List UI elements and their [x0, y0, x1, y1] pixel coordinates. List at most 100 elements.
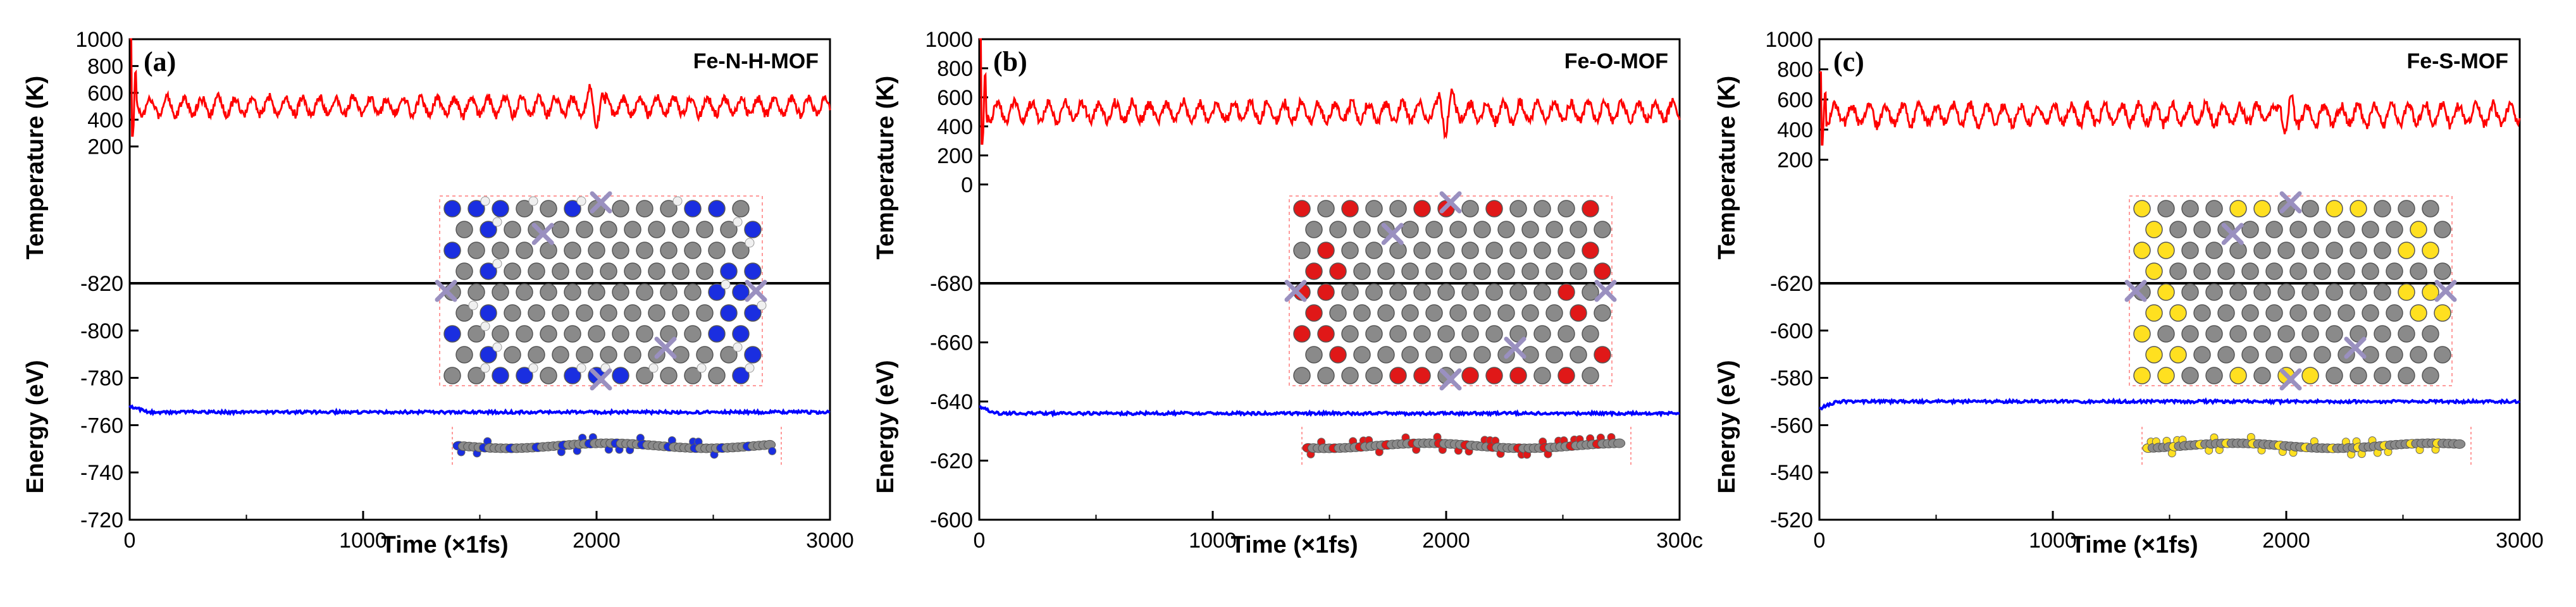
atom-nitrogen [480, 221, 497, 238]
energy-tick-label: -560 [1770, 414, 1813, 438]
atom-carbon [2301, 200, 2319, 218]
x-axis-label: Time (×1fs) [381, 532, 509, 558]
atom-carbon [2253, 283, 2271, 301]
atom-carbon [1413, 242, 1431, 259]
atom-carbon [1557, 325, 1575, 343]
atom-carbon [2265, 304, 2283, 322]
temperature-series [1819, 71, 2521, 146]
atom-nitrogen [612, 367, 629, 384]
atom-carbon [2265, 221, 2283, 238]
atom-carbon [1353, 346, 1371, 364]
atom-nitrogen [443, 242, 461, 259]
energy-tick-label: -640 [930, 390, 973, 414]
atom-carbon [2301, 325, 2319, 343]
atom-carbon [2289, 221, 2307, 238]
atom-carbon [1570, 346, 1587, 364]
atom-carbon [492, 283, 509, 301]
temp-tick-label: 600 [1777, 88, 1813, 112]
panel-c: 1000 800 600 400 200 -620 -600 -580 -560 -540 -520… [1714, 28, 2544, 558]
atom-carbon [2410, 346, 2427, 364]
atom-hydrogen [576, 196, 586, 206]
atom-carbon [1449, 262, 1467, 280]
panel-letter: (b) [993, 46, 1027, 77]
atom-carbon [1570, 221, 1587, 238]
temperature-axis-label: Temperature (K) [872, 76, 899, 260]
atom-carbon [2193, 346, 2211, 364]
temp-tick-label: 400 [87, 108, 123, 132]
atom-carbon [1509, 283, 1527, 301]
x-tick-label: 1000 [2029, 529, 2077, 553]
atom-carbon [1461, 283, 1479, 301]
atom-oxygen [1594, 262, 1611, 280]
atom-carbon [720, 346, 738, 364]
atom-iron [2279, 368, 2302, 391]
atom-sulfur [2145, 262, 2163, 280]
atom-nitrogen [720, 304, 738, 322]
atom-carbon [1582, 367, 1599, 384]
atom-carbon [684, 367, 702, 384]
energy-axis-label: Energy (eV) [1714, 360, 1740, 493]
atom-carbon [2253, 367, 2271, 384]
atom-carbon [2289, 304, 2307, 322]
temperature-series [979, 38, 1681, 145]
atom-carbon [2398, 200, 2415, 218]
atom-carbon [2169, 262, 2187, 280]
atom-carbon [2374, 325, 2391, 343]
atom-carbon [1533, 200, 1551, 218]
atom-carbon [504, 346, 521, 364]
atom-carbon [504, 262, 521, 280]
atom-iron [1594, 279, 1617, 302]
atom-oxygen [1461, 367, 1479, 384]
temp-tick-label: -820 [80, 272, 123, 296]
side-atom [1613, 438, 1626, 448]
atom-carbon [1461, 325, 1479, 343]
atom-sulfur [2301, 367, 2319, 384]
temp-tick-label: 0 [961, 173, 973, 197]
atom-oxygen [1413, 200, 1431, 218]
atom-carbon [2169, 221, 2187, 238]
panel-a: 1000800600400200-820-800-780-760-740-720… [22, 28, 854, 558]
atom-carbon [516, 200, 533, 218]
structure-side-view [1301, 427, 1632, 465]
atom-hydrogen [576, 363, 586, 373]
atom-sulfur [2325, 200, 2343, 218]
atom-carbon [2313, 346, 2331, 364]
cell-boundary [439, 195, 763, 386]
atom-carbon [1425, 221, 1443, 238]
atom-carbon [2325, 325, 2343, 343]
structure-top-view [1284, 191, 1617, 391]
atom-oxygen [1509, 367, 1527, 384]
atom-carbon [1305, 221, 1323, 238]
atom-carbon [2301, 242, 2319, 259]
material-label: Fe-S-MOF [2406, 49, 2508, 73]
atom-carbon [1401, 262, 1419, 280]
atom-carbon [2434, 346, 2451, 364]
side-atom-nitrogen [768, 446, 777, 455]
atom-carbon [1473, 304, 1491, 322]
atom-carbon [552, 221, 569, 238]
atom-carbon [2157, 200, 2175, 218]
atom-iron [2434, 279, 2457, 302]
atom-carbon [2193, 262, 2211, 280]
temp-tick-label: 1000 [75, 28, 123, 52]
cell-boundary [2129, 195, 2453, 386]
atom-nitrogen [708, 283, 726, 301]
atom-carbon [1365, 325, 1383, 343]
structure-top-view [435, 191, 767, 391]
panel-letter: (c) [1833, 46, 1864, 77]
atom-carbon [455, 221, 473, 238]
atom-hydrogen [528, 363, 538, 373]
energy-tick-label: -540 [1770, 461, 1813, 485]
atom-carbon [2422, 325, 2439, 343]
energy-tick-label: -600 [930, 508, 973, 532]
atom-carbon [1449, 221, 1467, 238]
atom-carbon [504, 304, 521, 322]
energy-tick-label: -600 [1770, 319, 1813, 343]
atom-iron [745, 279, 767, 302]
temp-tick-label: 400 [937, 115, 973, 139]
atom-carbon [684, 283, 702, 301]
atom-carbon [576, 221, 593, 238]
atom-iron [1381, 223, 1404, 245]
atom-iron [1439, 368, 1462, 391]
atom-carbon [1521, 304, 1539, 322]
